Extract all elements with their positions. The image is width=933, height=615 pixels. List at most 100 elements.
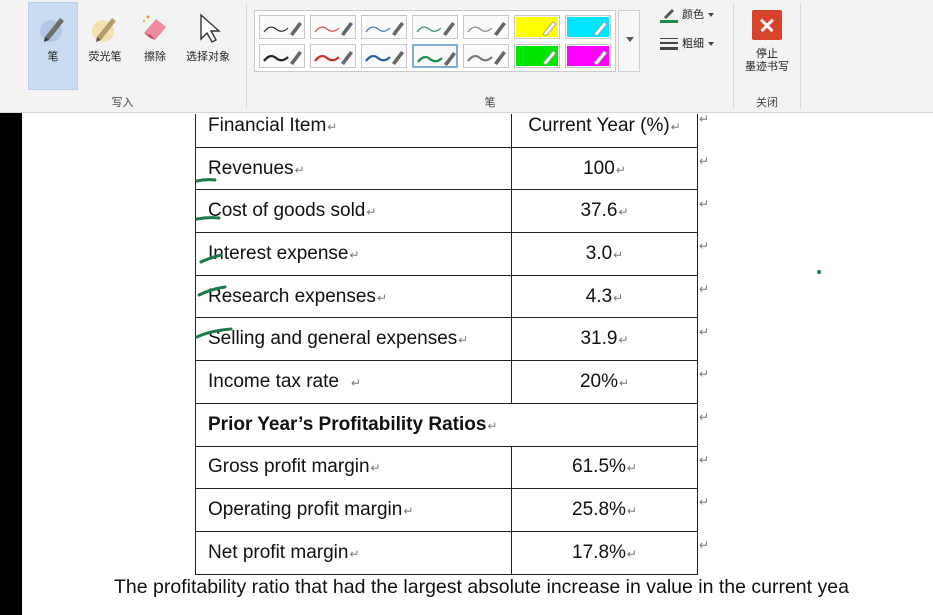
pen-swatch[interactable] bbox=[259, 44, 305, 68]
ink-stroke bbox=[197, 285, 227, 297]
row-item-label: Income tax rate bbox=[208, 370, 339, 392]
pen-swatch[interactable] bbox=[514, 44, 560, 68]
stop-label-line2: 墨迹书写 bbox=[745, 61, 789, 73]
row-end-mark: ↵ bbox=[699, 538, 710, 552]
ribbon-separator bbox=[733, 4, 734, 108]
row-item-label: Cost of goods sold bbox=[208, 200, 366, 222]
highlighter-swatch-icon bbox=[516, 46, 558, 66]
paragraph-mark-icon: ↵ bbox=[349, 247, 360, 262]
section-title: Prior Year’s Profitability Ratios bbox=[208, 413, 487, 435]
ratio-item-label: Net profit margin bbox=[208, 541, 349, 563]
paragraph-mark-icon: ↵ bbox=[615, 162, 626, 177]
row-end-mark: ↵ bbox=[699, 282, 710, 296]
table-cell: Gross profit margin↵ bbox=[195, 445, 512, 490]
highlighter-swatch-icon bbox=[516, 17, 558, 37]
paragraph-mark-icon: ↵ bbox=[618, 333, 629, 348]
paragraph-mark-icon: ↵ bbox=[327, 119, 338, 134]
ratio-value: 61.5% bbox=[572, 456, 626, 478]
table-cell: Net profit margin↵ bbox=[195, 530, 512, 575]
paragraph-mark-icon: ↵ bbox=[670, 119, 681, 134]
highlighter-tool-button[interactable]: 荧光笔 bbox=[80, 2, 130, 90]
gallery-more-button[interactable] bbox=[618, 10, 640, 72]
row-item-label: Revenues bbox=[208, 157, 294, 179]
table-cell: 37.6↵ bbox=[511, 189, 698, 234]
eraser-tool-button[interactable]: 擦除 bbox=[130, 2, 180, 90]
table-row: Operating profit margin↵ 25.8%↵ bbox=[195, 488, 698, 532]
stop-label-line1: 停止 bbox=[756, 48, 778, 60]
ink-stroke bbox=[199, 253, 223, 264]
select-objects-label: 选择对象 bbox=[186, 51, 230, 63]
pen-icon bbox=[40, 18, 64, 42]
pen-swatch-icon bbox=[314, 22, 353, 36]
paragraph-mark-icon: ↵ bbox=[626, 546, 637, 561]
paragraph-mark-icon: ↵ bbox=[618, 375, 630, 390]
pen-swatch[interactable] bbox=[412, 44, 458, 68]
highlighter-tool-label: 荧光笔 bbox=[88, 51, 122, 63]
pen-swatch[interactable] bbox=[565, 44, 611, 68]
pen-gallery bbox=[254, 10, 616, 72]
table-row: Cost of goods sold↵ 37.6↵ bbox=[195, 189, 698, 234]
row-value: 4.3 bbox=[585, 285, 613, 307]
pen-swatch[interactable] bbox=[361, 15, 407, 39]
table-section-row: Prior Year’s Profitability Ratios↵ bbox=[195, 402, 698, 447]
thickness-button[interactable]: 粗细 bbox=[660, 34, 714, 54]
color-label: 颜色 bbox=[682, 9, 704, 21]
dropdown-icon bbox=[708, 13, 714, 18]
pen-swatch[interactable] bbox=[412, 15, 458, 39]
pen-swatch[interactable] bbox=[361, 44, 407, 68]
pen-swatch-icon bbox=[263, 51, 302, 65]
row-end-mark: ↵ bbox=[699, 154, 710, 168]
eraser-tool-label: 擦除 bbox=[144, 51, 166, 63]
row-item-label: Research expenses bbox=[208, 285, 376, 307]
pen-swatch[interactable] bbox=[514, 15, 560, 39]
paragraph-mark-icon: ↵ bbox=[458, 333, 469, 348]
table-cell: 25.8%↵ bbox=[511, 488, 698, 532]
paragraph-mark-icon: ↵ bbox=[618, 205, 629, 220]
eraser-icon bbox=[143, 15, 166, 40]
table-cell: 4.3↵ bbox=[511, 274, 698, 319]
line-thickness-icon bbox=[660, 38, 678, 51]
stop-inking-button[interactable]: 停止 墨迹书写 bbox=[737, 4, 797, 90]
color-pen-icon bbox=[660, 9, 678, 24]
pen-swatch[interactable] bbox=[463, 15, 509, 39]
table-row: Net profit margin↵ 17.8%↵ bbox=[195, 530, 698, 575]
table-row: Revenues↵ 100↵ bbox=[195, 146, 698, 191]
table-cell: 20%↵ bbox=[511, 360, 698, 404]
ratio-value: 25.8% bbox=[572, 499, 626, 521]
table-cell: Operating profit margin↵ bbox=[195, 488, 512, 532]
pen-swatch[interactable] bbox=[565, 15, 611, 39]
pen-tool-button[interactable]: 笔 bbox=[28, 2, 78, 90]
write-group-label: 写入 bbox=[111, 97, 134, 109]
paragraph-mark-icon: ↵ bbox=[370, 461, 381, 476]
paragraph-mark-icon: ↵ bbox=[626, 504, 637, 519]
table-cell: Research expenses↵ bbox=[195, 274, 512, 319]
select-objects-button[interactable]: 选择对象 bbox=[180, 2, 236, 90]
pen-swatch-icon bbox=[365, 51, 404, 65]
row-end-mark: ↵ bbox=[699, 410, 710, 424]
close-icon bbox=[752, 10, 782, 40]
header-item-label: Financial Item bbox=[208, 114, 327, 136]
highlighter-swatch-icon bbox=[567, 17, 609, 37]
close-group-label: 关闭 bbox=[756, 97, 778, 109]
pen-swatch[interactable] bbox=[310, 44, 356, 68]
ink-stroke bbox=[195, 216, 221, 221]
header-value-label: Current Year (%) bbox=[528, 114, 670, 136]
document-page: Financial Item↵ Current Year (%)↵ Revenu… bbox=[22, 114, 933, 615]
pen-swatch[interactable] bbox=[463, 44, 509, 68]
color-button[interactable]: 颜色 bbox=[660, 5, 714, 25]
highlighter-icon bbox=[92, 18, 116, 42]
ink-dot bbox=[817, 270, 821, 274]
pen-swatch[interactable] bbox=[259, 15, 305, 39]
chevron-down-icon bbox=[626, 37, 634, 42]
table-cell: Cost of goods sold↵ bbox=[195, 189, 512, 234]
row-value: 37.6 bbox=[580, 200, 618, 222]
pen-swatch-icon bbox=[417, 52, 456, 66]
pens-group-label: 笔 bbox=[484, 97, 496, 109]
highlighter-swatch-icon bbox=[567, 46, 609, 66]
table-row: Research expenses↵ 4.3↵ bbox=[195, 274, 698, 319]
pen-swatch[interactable] bbox=[310, 15, 356, 39]
paragraph-mark-icon: ↵ bbox=[366, 205, 377, 220]
row-end-mark: ↵ bbox=[699, 325, 710, 339]
row-value: 100 bbox=[583, 157, 615, 179]
table-row: Selling and general expenses↵ 31.9↵ bbox=[195, 317, 698, 362]
